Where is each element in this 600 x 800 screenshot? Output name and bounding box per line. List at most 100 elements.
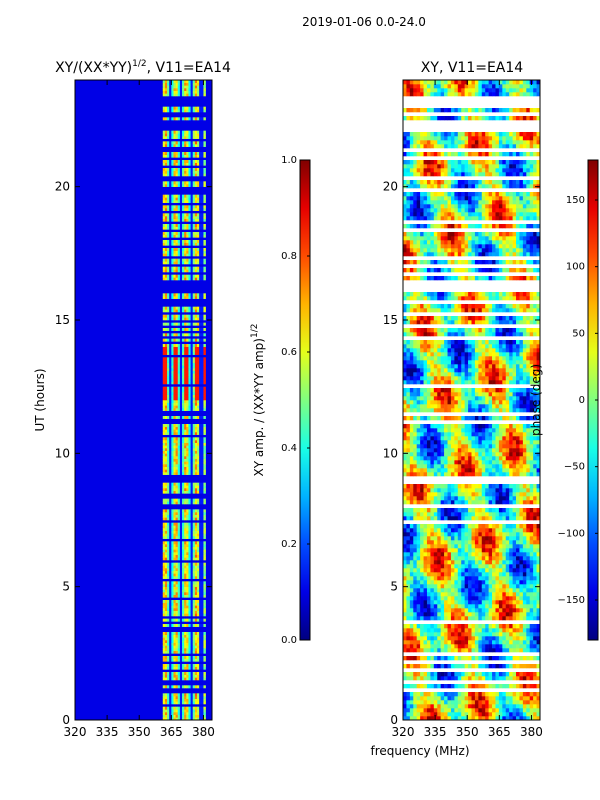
amplitude-cell bbox=[169, 362, 172, 366]
amplitude-cell bbox=[175, 546, 179, 550]
amplitude-cell bbox=[194, 482, 198, 486]
amplitude-cell bbox=[188, 536, 191, 539]
phase-cell bbox=[478, 536, 483, 541]
amplitude-cell bbox=[186, 592, 189, 595]
phase-cell bbox=[526, 648, 531, 653]
amplitude-cell bbox=[162, 144, 166, 147]
phase-cell bbox=[509, 692, 513, 697]
amplitude-cell bbox=[199, 213, 202, 217]
amplitude-cell bbox=[171, 378, 174, 382]
phase-cell bbox=[464, 536, 469, 541]
amplitude-cell bbox=[192, 82, 196, 86]
amplitude-cell bbox=[182, 530, 185, 534]
amplitude-cell bbox=[197, 80, 200, 83]
phase-cell bbox=[519, 560, 524, 565]
phase-cell bbox=[468, 676, 472, 681]
phase-cell bbox=[464, 640, 469, 645]
amplitude-cell bbox=[162, 408, 166, 411]
amplitude-cell bbox=[190, 141, 194, 145]
amplitude-cell bbox=[199, 424, 202, 427]
amplitude-cell bbox=[203, 637, 206, 641]
phase-cell bbox=[526, 708, 531, 713]
amplitude-cell bbox=[177, 88, 181, 91]
amplitude-cell bbox=[186, 677, 189, 681]
amplitude-cell bbox=[197, 408, 200, 411]
amplitude-cell bbox=[164, 549, 168, 553]
amplitude-cell bbox=[184, 362, 187, 366]
amplitude-cell bbox=[177, 136, 181, 139]
phase-cell bbox=[485, 640, 489, 645]
amplitude-cell bbox=[190, 557, 194, 561]
phase-cell bbox=[430, 560, 435, 565]
phase-cell bbox=[450, 604, 455, 609]
phase-cell bbox=[512, 544, 517, 549]
amplitude-cell bbox=[203, 485, 206, 489]
amplitude-cell bbox=[188, 664, 191, 667]
phase-cell bbox=[454, 608, 459, 613]
amplitude-cell bbox=[184, 200, 187, 203]
amplitude-cell bbox=[169, 437, 172, 441]
amplitude-cell bbox=[197, 557, 200, 561]
amplitude-cell bbox=[188, 656, 191, 659]
amplitude-cell bbox=[182, 450, 185, 454]
amplitude-cell bbox=[179, 714, 183, 718]
amplitude-cell bbox=[194, 594, 198, 598]
phase-cell bbox=[426, 608, 431, 613]
phase-cell bbox=[533, 548, 537, 553]
amplitude-cell bbox=[167, 453, 170, 457]
amplitude-cell bbox=[162, 162, 166, 166]
amplitude-cell bbox=[203, 600, 206, 603]
phase-cell bbox=[522, 584, 527, 589]
amplitude-cell bbox=[188, 168, 191, 171]
amplitude-cell bbox=[164, 170, 168, 174]
amplitude-cell bbox=[190, 608, 194, 611]
phase-cell bbox=[505, 612, 510, 617]
amplitude-cell bbox=[184, 349, 187, 353]
amplitude-cell bbox=[182, 160, 185, 163]
phase-cell bbox=[454, 600, 459, 605]
phase-cell bbox=[471, 548, 476, 553]
amplitude-cell bbox=[194, 173, 198, 177]
phase-cell bbox=[464, 592, 469, 597]
phase-cell bbox=[498, 636, 503, 641]
phase-cell bbox=[481, 536, 486, 541]
phase-cell bbox=[413, 608, 417, 613]
phase-cell bbox=[522, 604, 527, 609]
amplitude-cell bbox=[177, 197, 181, 201]
amplitude-cell bbox=[169, 373, 172, 377]
phase-cell bbox=[478, 624, 483, 629]
amplitude-cell bbox=[188, 701, 191, 705]
amplitude-cell bbox=[201, 170, 204, 174]
amplitude-cell bbox=[190, 85, 194, 89]
amplitude-cell bbox=[194, 600, 198, 603]
amplitude-cell bbox=[203, 250, 206, 254]
amplitude-cell bbox=[188, 234, 191, 238]
amplitude-cell bbox=[177, 162, 181, 166]
amplitude-cell bbox=[171, 352, 174, 355]
amplitude-cell bbox=[171, 618, 174, 622]
phase-cell bbox=[481, 560, 486, 565]
amplitude-cell bbox=[164, 338, 168, 342]
amplitude-cell bbox=[194, 360, 198, 363]
phase-cell bbox=[437, 636, 441, 641]
amplitude-cell bbox=[167, 328, 170, 331]
phase-cell bbox=[485, 696, 489, 701]
phase-cell bbox=[461, 676, 465, 681]
amplitude-cell bbox=[162, 509, 166, 513]
amplitude-cell bbox=[190, 117, 194, 121]
phase-cell bbox=[492, 712, 496, 717]
amplitude-cell bbox=[177, 154, 181, 158]
amplitude-cell bbox=[171, 269, 174, 273]
amplitude-cell bbox=[190, 544, 194, 547]
amplitude-cell bbox=[201, 664, 204, 667]
amplitude-cell bbox=[167, 589, 170, 593]
amplitude-cell bbox=[179, 197, 183, 201]
amplitude-cell bbox=[162, 562, 166, 566]
amplitude-cell bbox=[167, 442, 170, 446]
amplitude-cell bbox=[201, 693, 204, 697]
amplitude-cell bbox=[171, 544, 174, 547]
phase-cell bbox=[529, 564, 534, 569]
amplitude-cell bbox=[179, 549, 183, 553]
phase-cell bbox=[536, 696, 540, 701]
amplitude-cell bbox=[175, 296, 179, 299]
